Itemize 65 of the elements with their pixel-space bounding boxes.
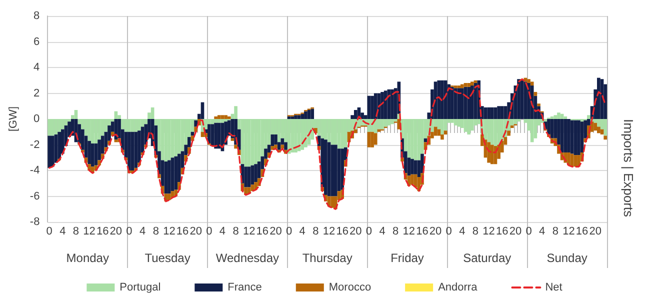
x-tick-label: 20 [589, 226, 602, 238]
x-tick-label: 0 [206, 226, 212, 238]
x-tick-label: 4 [140, 226, 146, 238]
text: Wednesday [216, 251, 280, 265]
x-tick-label: 20 [350, 226, 362, 238]
x-tick-label: 12 [562, 226, 575, 238]
text: Monday [66, 251, 109, 265]
x-tick-label: 0 [366, 226, 372, 238]
y-tick-label: 2 [34, 87, 40, 100]
text: Friday [390, 251, 424, 265]
text: Sunday [546, 251, 588, 265]
x-tick-label: 12 [482, 226, 495, 238]
y-tick-label: -6 [30, 190, 40, 202]
x-tick-label: 16 [336, 226, 348, 238]
x-tick-label: 4 [459, 226, 466, 238]
x-tick-label: 12 [163, 226, 176, 238]
x-tick-label: 8 [72, 226, 80, 238]
x-tick-label: 16 [576, 226, 588, 238]
x-tick-label: 20 [270, 226, 282, 238]
x-tick-label: 16 [256, 226, 269, 238]
x-tick-label: 12 [322, 226, 336, 238]
x-tick-label: 20 [429, 226, 442, 238]
x-tick-label: 8 [392, 226, 399, 238]
x-tick-label: 0 [46, 226, 52, 238]
x-tick-label: 20 [509, 226, 522, 238]
x-tick-label: 16 [176, 226, 189, 238]
legend-label: Portugal [120, 282, 161, 294]
x-tick-label: 16 [416, 226, 428, 238]
x-tick-label: 8 [552, 226, 558, 238]
y2-axis-title: Imports | Exports [621, 119, 636, 218]
x-tick-label: 12 [83, 226, 96, 238]
y-tick-label: 6 [34, 36, 40, 48]
y-tick-label: 4 [34, 62, 40, 74]
x-tick-label: 8 [232, 226, 239, 238]
x-tick-label: 8 [152, 226, 159, 238]
x-tick-label: 4 [379, 226, 386, 238]
x-tick-label: 12 [402, 226, 416, 238]
text: Thursday [302, 251, 352, 265]
x-tick-label: 20 [110, 226, 122, 238]
y-tick-label: -8 [30, 216, 40, 228]
x-tick-label: 0 [126, 226, 132, 238]
y-axis-title: [GW] [8, 106, 20, 132]
x-tick-label: 16 [96, 226, 109, 238]
x-tick-label: 4 [219, 226, 226, 238]
y-tick-label: 0 [34, 113, 40, 125]
legend-label: Andorra [438, 282, 478, 294]
text: Saturday [463, 251, 512, 265]
legend-label: Morocco [328, 282, 372, 294]
x-tick-label: 0 [526, 226, 532, 238]
y-tick-label: -4 [30, 164, 40, 176]
x-tick-label: 0 [446, 226, 452, 238]
x-tick-label: 20 [190, 226, 202, 238]
x-tick-label: 4 [60, 226, 66, 238]
legend-label: Net [545, 282, 562, 294]
x-tick-label: 8 [312, 226, 319, 238]
y-tick-label: -2 [30, 138, 40, 151]
x-tick-label: 4 [299, 226, 306, 238]
x-tick-label: 4 [539, 226, 546, 238]
text: Tuesday [144, 251, 190, 265]
x-tick-label: 8 [472, 226, 479, 238]
x-tick-label: 12 [242, 226, 256, 238]
x-tick-label: 0 [286, 226, 292, 238]
x-tick-label: 16 [496, 226, 508, 238]
y-tick-label: 8 [34, 10, 40, 22]
legend-label: France [228, 282, 262, 294]
